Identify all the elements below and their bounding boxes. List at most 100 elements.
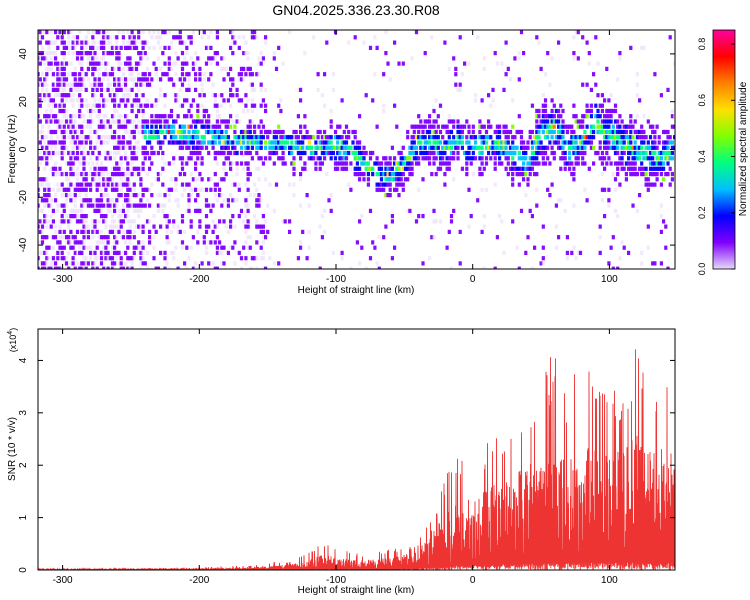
spectrogram-cell: [189, 103, 193, 108]
spectrogram-cell: [565, 140, 569, 145]
spectrogram-cell: [620, 145, 624, 150]
spectrogram-cell: [113, 208, 117, 213]
spectrogram-cell: [224, 140, 228, 145]
spectrogram-cell: [124, 156, 128, 161]
spectrogram-cell: [384, 161, 388, 166]
spectrogram-cell: [126, 177, 130, 182]
spectrogram-cell: [218, 240, 222, 245]
spectrogram-cell: [62, 124, 66, 129]
spectrogram-cell: [642, 156, 646, 161]
spectrogram-cell: [666, 145, 670, 150]
spectrogram-cell: [646, 145, 650, 150]
spectrogram-cell: [598, 250, 602, 255]
spectrogram-cell: [635, 72, 639, 77]
spectrogram-cell: [635, 156, 639, 161]
spectrogram-cell: [198, 119, 202, 124]
spectrogram-cell: [113, 172, 117, 177]
spectrogram-cell: [45, 235, 49, 240]
spectrogram-cell: [54, 235, 58, 240]
spectrogram-cell: [395, 161, 399, 166]
spectrogram-xtick-label: 0: [470, 274, 476, 285]
spectrogram-cell: [84, 193, 88, 198]
spectrogram-cell: [257, 203, 261, 208]
spectrogram-cell: [47, 61, 51, 66]
spectrogram-cell: [143, 145, 147, 150]
spectrogram-cell: [629, 166, 633, 171]
spectrogram-cell: [137, 124, 141, 129]
spectrogram-cell: [137, 61, 141, 66]
spectrogram-cell: [119, 182, 123, 187]
spectrogram-cell: [60, 108, 64, 114]
spectrogram-cell: [226, 198, 230, 203]
spectrogram-cell: [211, 261, 215, 266]
spectrogram-cell: [432, 140, 436, 145]
spectrogram-cell: [458, 124, 462, 129]
spectrogram-cell: [557, 119, 561, 124]
spectrogram-cell: [84, 172, 88, 177]
spectrogram-cell: [659, 172, 663, 177]
spectrogram-cell: [93, 129, 97, 135]
spectrogram-cell: [156, 203, 160, 208]
spectrogram-cell: [323, 140, 327, 145]
spectrogram-cell: [117, 45, 121, 50]
spectrogram-cell: [673, 145, 675, 150]
spectrogram-cell: [213, 98, 217, 103]
spectrogram-cell: [670, 156, 674, 161]
spectrogram-cell: [611, 140, 615, 145]
spectrogram-cell: [56, 266, 60, 269]
spectrogram-cell: [482, 56, 486, 61]
spectrogram-cell: [428, 256, 432, 261]
spectrogram-cell: [84, 72, 88, 77]
spectrogram-cell: [215, 135, 219, 140]
spectrogram-cell: [489, 103, 493, 108]
spectrogram-cell: [648, 166, 653, 171]
snr-multiplier-exp: 4: [7, 331, 14, 335]
spectrogram-cell: [220, 103, 224, 108]
spectrogram-cell: [526, 177, 530, 182]
spectrogram-cell: [154, 177, 158, 182]
spectrogram-cell: [299, 124, 303, 129]
spectrogram-cell: [648, 135, 653, 140]
spectrogram-cell: [506, 66, 510, 71]
spectrogram-cell: [638, 193, 642, 198]
spectrogram-cell: [467, 156, 471, 161]
spectrogram-cell: [145, 140, 150, 145]
spectrogram-cell: [476, 35, 480, 40]
spectrogram-cell: [183, 140, 187, 145]
spectrogram-cell: [78, 93, 82, 98]
spectrogram-cell: [379, 161, 384, 166]
spectrogram-cell: [557, 124, 561, 129]
spectrogram-cell: [629, 172, 633, 177]
spectrogram-cell: [152, 129, 156, 135]
spectrogram-cell: [126, 166, 130, 171]
spectrogram-cell: [397, 172, 401, 177]
spectrogram-cell: [244, 161, 248, 166]
spectrogram-cell: [460, 166, 464, 171]
spectrogram-cell: [414, 150, 419, 156]
spectrogram-cell: [635, 145, 639, 150]
spectrogram-cell: [78, 114, 82, 119]
spectrogram-cell: [522, 177, 526, 182]
spectrogram-cell: [242, 66, 246, 71]
spectrogram-cell: [253, 214, 257, 219]
spectrogram-cell: [541, 119, 545, 124]
spectrogram-cell: [393, 161, 397, 166]
spectrogram-cell: [148, 129, 152, 135]
spectrogram-cell: [279, 108, 283, 114]
spectrogram-cell: [554, 108, 558, 114]
spectrogram-cell: [99, 119, 104, 124]
spectrogram-cell: [75, 261, 80, 266]
spectrogram-cell: [519, 156, 524, 161]
spectrogram-cell: [38, 261, 42, 266]
spectrogram-cell: [622, 145, 626, 150]
spectrogram-cell: [613, 140, 618, 145]
spectrogram-cell: [130, 203, 134, 208]
spectrogram-cell: [648, 150, 653, 156]
spectrogram-cell: [465, 166, 469, 171]
spectrogram-cell: [226, 145, 230, 150]
spectrogram-cell: [132, 119, 136, 124]
spectrogram-cell: [51, 150, 55, 156]
spectrogram-cell: [548, 193, 552, 198]
spectrogram-cell: [596, 150, 600, 156]
spectrogram-cell: [598, 129, 602, 135]
